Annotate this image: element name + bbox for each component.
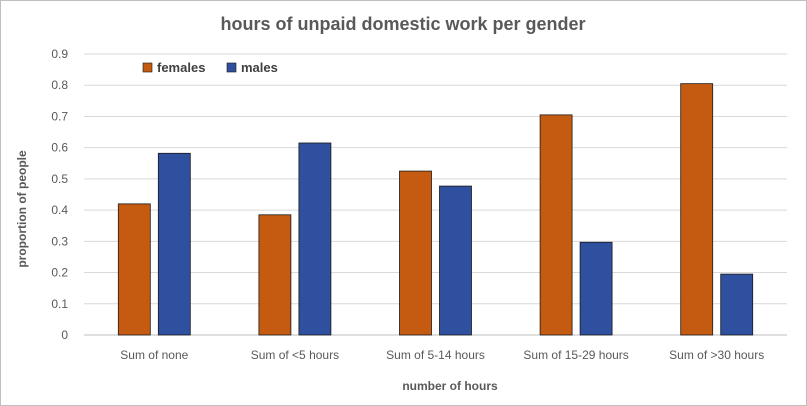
x-tick-label: Sum of <5 hours [251, 348, 339, 362]
legend: females males [142, 60, 278, 75]
bar-females [399, 170, 432, 336]
y-tick-label: 0.6 [51, 141, 68, 155]
y-tick-label: 0.2 [51, 266, 68, 280]
y-tick-label: 0.3 [51, 234, 68, 248]
x-axis-title: number of hours [402, 379, 498, 393]
chart-title: hours of unpaid domestic work per gender [220, 14, 585, 34]
x-tick-label: Sum of >30 hours [669, 348, 764, 362]
bar-females [258, 214, 292, 336]
legend-label-males: males [241, 60, 278, 75]
x-tick-label: Sum of none [120, 348, 188, 362]
bar-males [157, 152, 191, 336]
x-tick-label: Sum of 5-14 hours [386, 348, 485, 362]
legend-swatch-females [142, 62, 153, 73]
legend-label-females: females [157, 60, 205, 75]
y-tick-label: 0 [61, 328, 68, 342]
bar-males [439, 185, 472, 336]
bar-males [579, 241, 613, 336]
bars [117, 83, 754, 336]
gridlines [84, 53, 787, 336]
y-tick-label: 0.9 [51, 47, 68, 61]
bar-females [539, 114, 573, 336]
bar-females [117, 203, 151, 336]
legend-swatch-males [226, 62, 237, 73]
y-tick-label: 0.7 [51, 109, 68, 123]
y-tick-label: 0.1 [51, 297, 68, 311]
y-axis-ticks: 0 0.1 0.2 0.3 0.4 0.5 0.6 0.7 0.8 0.9 [51, 47, 68, 342]
y-axis-title: proportion of people [15, 150, 29, 268]
y-tick-label: 0.8 [51, 78, 68, 92]
bar-males [298, 142, 332, 336]
y-tick-label: 0.4 [51, 203, 68, 217]
x-tick-label: Sum of 15-29 hours [523, 348, 628, 362]
bar-males [720, 273, 754, 336]
y-tick-label: 0.5 [51, 172, 68, 186]
bar-females [680, 83, 714, 336]
x-axis-ticks: Sum of none Sum of <5 hours Sum of 5-14 ho… [120, 348, 764, 362]
